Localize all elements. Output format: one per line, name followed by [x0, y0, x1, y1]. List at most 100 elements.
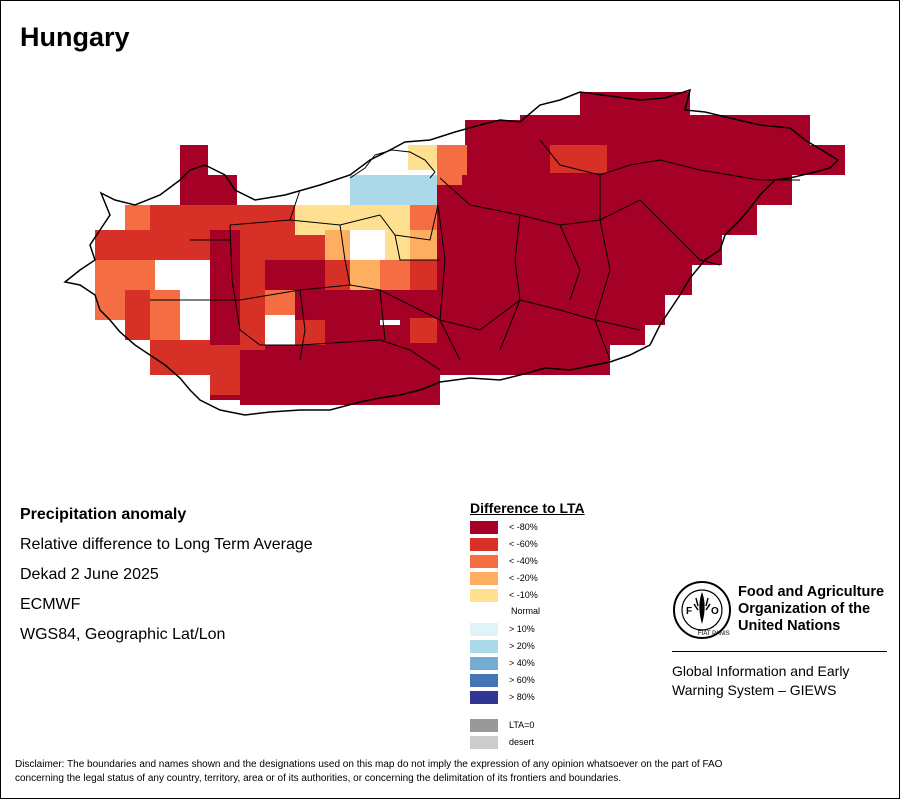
legend-swatch	[470, 588, 498, 602]
fao-name: Food and Agriculture Organization of the…	[738, 584, 884, 635]
product-heading: Precipitation anomaly	[20, 506, 187, 523]
svg-text:F: F	[686, 606, 692, 617]
grid-cell	[380, 175, 437, 190]
legend-item: < -20%	[470, 571, 538, 585]
legend-normal-label: Normal	[511, 606, 541, 616]
legend-label: > 40%	[509, 658, 535, 668]
anomaly-grid	[95, 92, 845, 405]
grid-cell	[150, 340, 210, 375]
fao-logo-icon: F O FIAT PANIS	[673, 581, 731, 639]
grid-cell	[380, 325, 645, 345]
legend-item: LTA=0	[470, 718, 534, 732]
grid-cell	[410, 318, 437, 343]
grid-cell	[437, 175, 792, 205]
grid-cell	[240, 230, 295, 260]
danube-bend	[349, 149, 436, 179]
legend-label: < -10%	[509, 590, 538, 600]
legend-item: > 60%	[470, 673, 535, 687]
legend-label: < -80%	[509, 522, 538, 532]
grid-cell	[437, 170, 462, 185]
legend-swatch	[470, 656, 498, 670]
fao-name-line3: United Nations	[738, 618, 841, 634]
grid-cell	[385, 205, 410, 230]
legend-swatch	[470, 622, 498, 636]
legend-swatch	[470, 554, 498, 568]
map-title: Hungary	[20, 22, 130, 52]
disclaimer: Disclaimer: The boundaries and names sho…	[15, 758, 885, 786]
grid-cell	[240, 290, 265, 350]
grid-cell	[437, 235, 722, 265]
divider	[672, 651, 887, 652]
grid-cell	[325, 290, 380, 320]
hungary-outline	[63, 88, 840, 416]
grid-cell	[150, 290, 180, 340]
giews-name: Global Information and Early Warning Sys…	[672, 662, 849, 700]
grid-cell	[295, 320, 325, 345]
legend-swatch	[470, 735, 498, 749]
disclaimer-line2: concerning the legal status of any count…	[15, 773, 622, 784]
legend-item: > 10%	[470, 622, 535, 636]
legend-swatch	[470, 639, 498, 653]
grid-cell	[550, 145, 607, 173]
grid-cell	[325, 230, 350, 260]
legend-title: Difference to LTA	[470, 500, 585, 516]
legend-label: < -40%	[509, 556, 538, 566]
svg-text:O: O	[711, 606, 719, 617]
legend-label: desert	[509, 737, 535, 747]
product-source: ECMWF	[20, 596, 81, 613]
giews-line1: Global Information and Early	[672, 663, 850, 679]
grid-cell	[400, 295, 665, 325]
grid-cell	[95, 230, 210, 260]
legend-label: > 10%	[509, 624, 535, 634]
legend-label: LTA=0	[509, 720, 535, 730]
legend-label: > 60%	[509, 675, 535, 685]
grid-cell	[437, 265, 692, 295]
disclaimer-line1: Disclaimer: The boundaries and names sho…	[15, 759, 723, 770]
legend-label: > 80%	[509, 692, 535, 702]
grid-cell	[95, 260, 155, 290]
legend-swatch	[470, 520, 498, 534]
grid-cell	[295, 290, 325, 320]
giews-line2: Warning System – GIEWS	[672, 682, 837, 698]
legend-swatch	[470, 718, 498, 732]
fao-name-line1: Food and Agriculture	[738, 584, 885, 600]
admin-boundaries	[150, 139, 800, 371]
legend-item: > 40%	[470, 656, 535, 670]
legend-item: desert	[470, 735, 534, 749]
product-projection: WGS84, Geographic Lat/Lon	[20, 626, 226, 643]
grid-cell	[408, 145, 437, 170]
legend-label: < -60%	[509, 539, 538, 549]
grid-cell	[210, 345, 240, 395]
grid-cell	[295, 235, 325, 260]
legend-item: < -80%	[470, 520, 538, 534]
product-description: Relative difference to Long Term Average	[20, 536, 313, 553]
grid-cell	[265, 260, 325, 290]
grid-cell	[410, 260, 437, 290]
grid-cell	[240, 375, 440, 405]
legend-item: > 80%	[470, 690, 535, 704]
grid-cell	[350, 260, 380, 290]
grid-cell	[265, 290, 295, 315]
grid-cell	[410, 230, 437, 260]
legend-item: < -40%	[470, 554, 538, 568]
grid-cell	[125, 320, 150, 340]
grid-cell	[465, 120, 520, 145]
grid-cell	[125, 205, 150, 230]
legend-swatch	[470, 673, 498, 687]
legend-item: < -10%	[470, 588, 538, 602]
legend-item: < -60%	[470, 537, 538, 551]
legend-item: > 20%	[470, 639, 535, 653]
legend-label: < -20%	[509, 573, 538, 583]
grid-cell	[465, 145, 845, 175]
precipitation-map	[63, 88, 845, 416]
grid-cell	[380, 260, 410, 290]
svg-text:FIAT PANIS: FIAT PANIS	[698, 631, 730, 637]
product-period: Dekad 2 June 2025	[20, 566, 159, 583]
grid-cell	[180, 145, 208, 175]
legend-swatch	[470, 537, 498, 551]
fao-name-line2: Organization of the	[738, 601, 871, 617]
legend-label: > 20%	[509, 641, 535, 651]
legend-swatch	[470, 571, 498, 585]
legend-swatch	[470, 690, 498, 704]
grid-cell	[350, 230, 385, 260]
